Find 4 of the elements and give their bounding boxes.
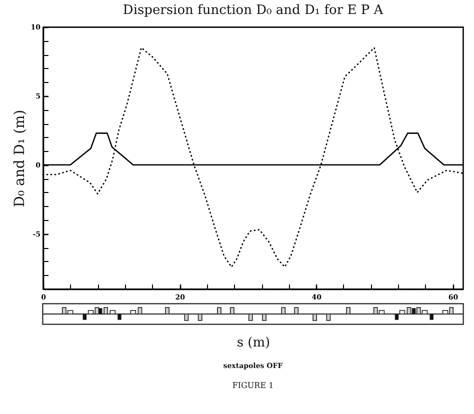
x-axis-title: s (m) xyxy=(236,336,270,350)
caption: FIGURE 1 xyxy=(231,381,275,390)
y-axis-title: D₀ and D₁ (m) xyxy=(12,110,28,208)
chart-title: Dispersion function D₀ and D₁ for E P A xyxy=(122,3,384,18)
